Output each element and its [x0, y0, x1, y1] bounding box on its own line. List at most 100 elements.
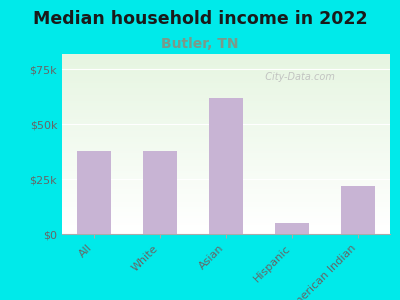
Bar: [62, 74, 390, 76]
Bar: [62, 225, 390, 227]
Bar: [62, 126, 390, 128]
Bar: [62, 112, 390, 113]
Bar: [62, 176, 390, 178]
Bar: [62, 139, 390, 140]
Bar: [62, 70, 390, 72]
Bar: [62, 162, 390, 164]
Bar: [62, 101, 390, 103]
Bar: [62, 63, 390, 65]
Bar: [62, 121, 390, 122]
Bar: [62, 77, 390, 79]
Bar: [62, 211, 390, 212]
Bar: [62, 158, 390, 160]
Bar: [62, 180, 390, 182]
Bar: [62, 135, 390, 137]
Bar: [62, 229, 390, 230]
Bar: [62, 54, 390, 56]
Bar: [62, 124, 390, 126]
Bar: [62, 92, 390, 94]
Bar: [62, 106, 390, 108]
Bar: [62, 220, 390, 221]
Bar: [62, 169, 390, 171]
Bar: [62, 171, 390, 173]
Bar: [62, 157, 390, 158]
Bar: [62, 113, 390, 115]
Bar: [62, 142, 390, 144]
Bar: [62, 68, 390, 70]
Bar: [62, 110, 390, 112]
Bar: [62, 59, 390, 61]
Bar: [62, 187, 390, 189]
Bar: [62, 137, 390, 139]
Bar: [62, 184, 390, 185]
Bar: [62, 185, 390, 187]
Bar: [62, 88, 390, 90]
Bar: [62, 83, 390, 85]
Bar: [62, 58, 390, 59]
Bar: [62, 117, 390, 119]
Bar: [62, 128, 390, 130]
Bar: [62, 207, 390, 209]
Bar: [62, 148, 390, 149]
Bar: [62, 67, 390, 68]
Bar: [62, 167, 390, 169]
Bar: [62, 205, 390, 207]
Bar: [62, 79, 390, 81]
Bar: [62, 216, 390, 218]
Bar: [62, 90, 390, 92]
Bar: [62, 212, 390, 214]
Bar: [62, 76, 390, 77]
Bar: [62, 164, 390, 166]
Bar: [62, 119, 390, 121]
Bar: [62, 86, 390, 88]
Bar: [62, 130, 390, 131]
Bar: [62, 198, 390, 200]
Bar: [62, 122, 390, 124]
Bar: [77, 151, 111, 234]
Bar: [62, 182, 390, 184]
Bar: [62, 61, 390, 63]
Bar: [62, 221, 390, 223]
Bar: [62, 103, 390, 104]
Bar: [62, 209, 390, 211]
Text: Butler, TN: Butler, TN: [161, 38, 239, 52]
Bar: [62, 95, 390, 97]
Bar: [62, 151, 390, 153]
Bar: [143, 151, 177, 234]
Bar: [62, 149, 390, 151]
Bar: [62, 191, 390, 193]
Bar: [62, 146, 390, 148]
Bar: [62, 232, 390, 234]
Bar: [62, 193, 390, 194]
Bar: [62, 227, 390, 229]
Bar: [62, 108, 390, 110]
Bar: [62, 189, 390, 191]
Bar: [62, 115, 390, 117]
Bar: [62, 173, 390, 175]
Bar: [62, 94, 390, 95]
Bar: [62, 200, 390, 202]
Bar: [62, 230, 390, 232]
Bar: [62, 166, 390, 167]
Bar: [62, 56, 390, 58]
Bar: [62, 72, 390, 74]
Bar: [62, 104, 390, 106]
Bar: [62, 203, 390, 205]
Bar: [62, 196, 390, 198]
Bar: [62, 178, 390, 180]
Bar: [341, 186, 375, 234]
Bar: [62, 214, 390, 216]
Bar: [62, 153, 390, 155]
Text: City-Data.com: City-Data.com: [259, 72, 335, 82]
Bar: [62, 202, 390, 203]
Text: Median household income in 2022: Median household income in 2022: [33, 11, 367, 28]
Bar: [62, 194, 390, 196]
Bar: [62, 85, 390, 86]
Bar: [62, 155, 390, 157]
Bar: [62, 99, 390, 101]
Bar: [209, 98, 243, 234]
Bar: [275, 223, 309, 234]
Bar: [62, 97, 390, 99]
Bar: [62, 175, 390, 176]
Bar: [62, 81, 390, 83]
